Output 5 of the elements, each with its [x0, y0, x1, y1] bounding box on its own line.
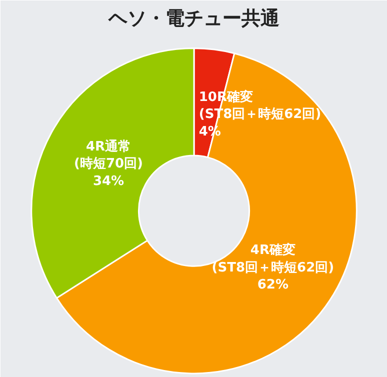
data-label: 62%: [257, 278, 288, 293]
data-label: 34%: [92, 174, 124, 189]
slice-label: 4R確変 (ST8回＋時短62回): [212, 242, 334, 276]
chart-title: ヘソ・電チュー共通: [108, 7, 280, 30]
slice-label: 4R通常 (時短70回): [74, 138, 143, 172]
